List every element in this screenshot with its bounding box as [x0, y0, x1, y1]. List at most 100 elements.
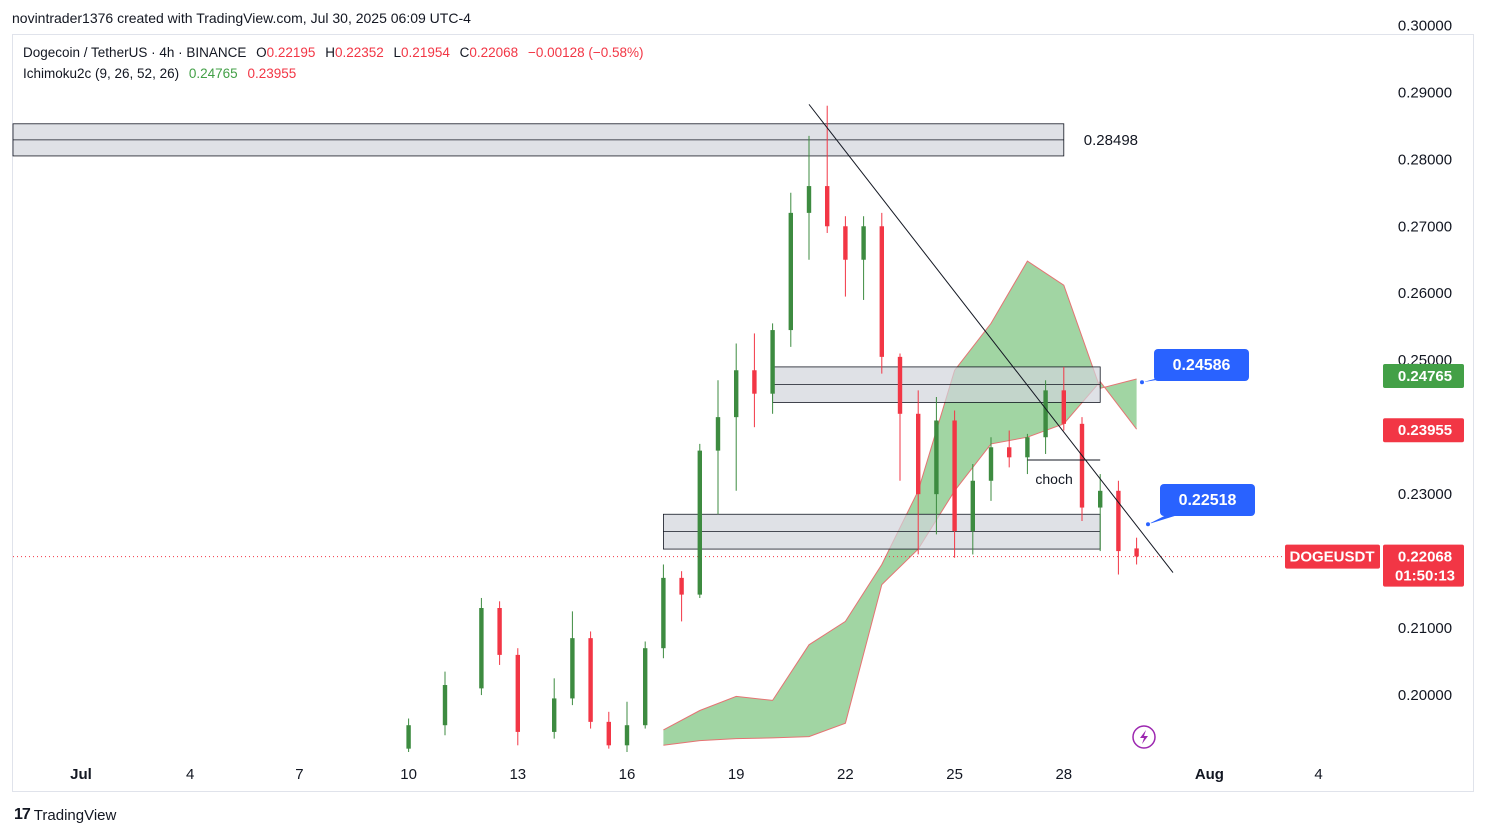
callout-upper-label: 0.24586	[1173, 357, 1231, 374]
ichimoku-cloud	[663, 261, 1137, 746]
candle-body[interactable]	[515, 654, 520, 732]
candle-body[interactable]	[570, 638, 575, 699]
candle-body[interactable]	[606, 721, 611, 746]
lightning-bolt-icon	[1140, 730, 1148, 744]
indicator-value-1: 0.24765	[188, 66, 238, 81]
candle-body[interactable]	[697, 450, 702, 595]
candle-body[interactable]	[806, 186, 812, 213]
open-value: 0.22195	[266, 45, 316, 60]
candle-body[interactable]	[679, 577, 684, 595]
candle-body[interactable]	[1098, 490, 1103, 508]
candle-body[interactable]	[843, 226, 848, 260]
candle-body[interactable]	[752, 370, 757, 394]
choch-label: choch	[1035, 471, 1072, 487]
high-key: H	[325, 45, 335, 60]
footer-brand[interactable]: 17 TradingView	[14, 806, 116, 824]
candle-body[interactable]	[497, 608, 502, 655]
indicator-legend[interactable]: Ichimoku2c (9, 26, 52, 26) 0.24765 0.239…	[23, 66, 296, 81]
candle-body[interactable]	[643, 648, 648, 726]
candle-body[interactable]	[825, 186, 830, 227]
candle-body[interactable]	[1134, 548, 1139, 557]
x-tick-label: 28	[1055, 766, 1072, 783]
candle-body[interactable]	[479, 608, 484, 689]
lightning-icon[interactable]	[1132, 725, 1156, 749]
y-tick-label: 0.20000	[1398, 687, 1452, 704]
trendline[interactable]	[808, 104, 1174, 573]
cloud-lower-edge	[663, 380, 1137, 746]
candle-body[interactable]	[861, 226, 866, 260]
ichimoku-lower-tag[interactable]	[1383, 418, 1464, 443]
symbol-tag-label: DOGEUSDT	[1289, 549, 1374, 566]
callout-lower-box[interactable]	[1160, 484, 1255, 516]
high-value: 0.22352	[334, 45, 384, 60]
candle-body[interactable]	[1061, 390, 1066, 424]
x-tick-label: 7	[295, 766, 303, 783]
candle-body[interactable]	[770, 330, 775, 394]
x-tick-label: Jul	[70, 766, 92, 783]
candle-body[interactable]	[442, 685, 448, 726]
low-value: 0.21954	[401, 45, 450, 60]
callout-upper-anchor	[1139, 379, 1145, 386]
ichimoku-upper-value: 0.24765	[1398, 368, 1452, 385]
indicator-name[interactable]: Ichimoku2c (9, 26, 52, 26)	[23, 66, 180, 81]
x-tick-label: 25	[946, 766, 963, 783]
callout-lower-label: 0.22518	[1179, 492, 1237, 509]
open-key: O	[256, 45, 267, 60]
candle-body[interactable]	[661, 577, 666, 649]
candle-body[interactable]	[1079, 423, 1085, 508]
ichimoku-lower-value: 0.23955	[1398, 422, 1452, 439]
candle-body[interactable]	[1025, 437, 1030, 458]
close-value: 0.22068	[469, 45, 519, 60]
callout-lower-anchor	[1145, 521, 1151, 528]
candle-body[interactable]	[934, 420, 939, 495]
ichimoku-upper-tag[interactable]	[1383, 363, 1464, 388]
candle-body[interactable]	[588, 638, 593, 722]
callout-upper-box[interactable]	[1154, 349, 1249, 381]
candle-body[interactable]	[879, 226, 884, 357]
x-tick-label: 16	[619, 766, 636, 783]
y-tick-label: 0.23000	[1398, 486, 1452, 503]
last-price-value: 0.22068	[1398, 549, 1452, 566]
candle-body[interactable]	[715, 417, 721, 451]
low-key: L	[393, 45, 402, 60]
x-tick-label: 10	[400, 766, 417, 783]
x-tick-label: 19	[728, 766, 745, 783]
tradingview-logo-icon: 17	[14, 806, 31, 823]
candle-body[interactable]	[406, 725, 411, 749]
x-tick-label: Aug	[1195, 766, 1224, 783]
candle-body[interactable]	[552, 698, 557, 732]
x-tick-label: 4	[186, 766, 194, 783]
y-tick-label: 0.28000	[1398, 151, 1452, 168]
last-price-tag[interactable]	[1383, 544, 1464, 587]
change-value: −0.00128 (−0.58%)	[527, 45, 644, 60]
candle-body[interactable]	[970, 480, 975, 531]
chart-frame	[12, 34, 1474, 792]
candle-body[interactable]	[916, 413, 921, 495]
candle-body[interactable]	[1043, 390, 1048, 438]
resistance-label: 0.28498	[1084, 132, 1138, 149]
candle-body[interactable]	[1116, 490, 1121, 552]
candle-body[interactable]	[988, 447, 994, 481]
indicator-value-2: 0.23955	[247, 66, 297, 81]
brand-name: TradingView	[33, 806, 117, 824]
symbol-legend[interactable]: Dogecoin / TetherUS · 4h · BINANCE O0.22…	[23, 45, 644, 60]
close-key: C	[459, 45, 470, 60]
x-tick-label: 13	[509, 766, 526, 783]
last-price-countdown: 01:50:13	[1395, 568, 1455, 585]
candle-body[interactable]	[897, 356, 903, 414]
candle-body[interactable]	[734, 370, 739, 418]
symbol-tag[interactable]	[1285, 544, 1380, 569]
y-tick-label: 0.30000	[1398, 17, 1452, 34]
candle-body[interactable]	[624, 725, 630, 746]
author-line: novintrader1376 created with TradingView…	[12, 10, 471, 26]
y-tick-label: 0.21000	[1398, 620, 1452, 637]
x-tick-label: 4	[1314, 766, 1322, 783]
y-tick-label: 0.26000	[1398, 285, 1452, 302]
symbol-name[interactable]: Dogecoin / TetherUS · 4h · BINANCE	[23, 45, 247, 60]
candle-body[interactable]	[788, 212, 793, 331]
candle-body[interactable]	[1007, 447, 1012, 458]
x-tick-label: 22	[837, 766, 854, 783]
candle-body[interactable]	[952, 420, 957, 531]
y-tick-label: 0.27000	[1398, 218, 1452, 235]
